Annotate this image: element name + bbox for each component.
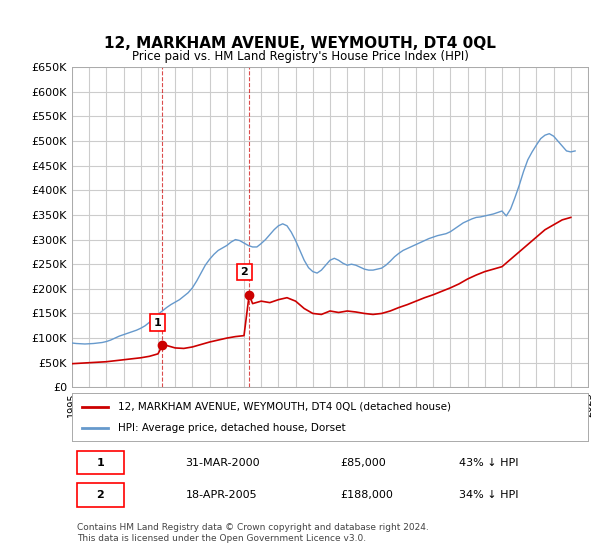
Text: 34% ↓ HPI: 34% ↓ HPI xyxy=(459,490,518,500)
Text: 2: 2 xyxy=(97,490,104,500)
Text: 12, MARKHAM AVENUE, WEYMOUTH, DT4 0QL: 12, MARKHAM AVENUE, WEYMOUTH, DT4 0QL xyxy=(104,36,496,52)
Text: 43% ↓ HPI: 43% ↓ HPI xyxy=(459,458,518,468)
Text: £188,000: £188,000 xyxy=(340,490,393,500)
Text: Price paid vs. HM Land Registry's House Price Index (HPI): Price paid vs. HM Land Registry's House … xyxy=(131,50,469,63)
FancyBboxPatch shape xyxy=(77,483,124,506)
FancyBboxPatch shape xyxy=(77,451,124,474)
Text: 2: 2 xyxy=(241,267,248,277)
Text: 1: 1 xyxy=(97,458,104,468)
Text: 1: 1 xyxy=(154,318,161,328)
Text: 12, MARKHAM AVENUE, WEYMOUTH, DT4 0QL (detached house): 12, MARKHAM AVENUE, WEYMOUTH, DT4 0QL (d… xyxy=(118,402,451,412)
Text: Contains HM Land Registry data © Crown copyright and database right 2024.
This d: Contains HM Land Registry data © Crown c… xyxy=(77,523,429,543)
Text: HPI: Average price, detached house, Dorset: HPI: Average price, detached house, Dors… xyxy=(118,423,346,433)
Text: 31-MAR-2000: 31-MAR-2000 xyxy=(185,458,260,468)
Text: £85,000: £85,000 xyxy=(340,458,386,468)
Text: 18-APR-2005: 18-APR-2005 xyxy=(185,490,257,500)
